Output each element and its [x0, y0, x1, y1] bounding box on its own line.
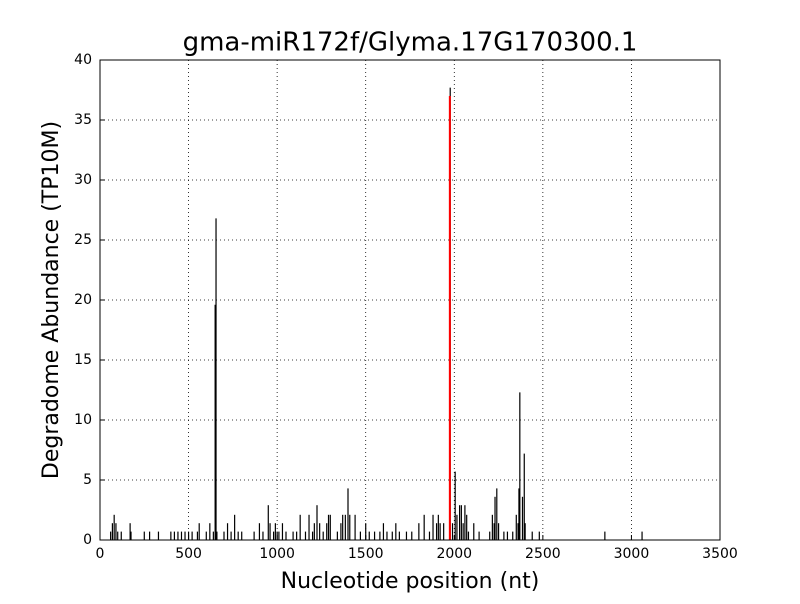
chart-title: gma-miR172f/Glyma.17G170300.1 — [183, 28, 638, 58]
y-tick-label: 0 — [83, 532, 92, 548]
x-tick-label: 1000 — [259, 546, 295, 562]
x-tick-label: 2000 — [436, 546, 472, 562]
x-tick-label: 3000 — [614, 546, 650, 562]
y-tick-label: 10 — [74, 412, 92, 428]
x-axis-label: Nucleotide position (nt) — [281, 569, 540, 594]
y-tick-label: 5 — [83, 472, 92, 488]
y-tick-label: 40 — [74, 52, 92, 68]
plot-frame — [99, 59, 721, 541]
x-tick-label: 1500 — [348, 546, 384, 562]
x-tick-label: 500 — [175, 546, 202, 562]
x-tick-label: 3500 — [702, 546, 738, 562]
y-tick-label: 20 — [74, 292, 92, 308]
y-tick-label: 30 — [74, 172, 92, 188]
y-tick-label: 35 — [74, 112, 92, 128]
y-tick-label: 25 — [74, 232, 92, 248]
y-tick-label: 15 — [74, 352, 92, 368]
x-tick-label: 0 — [96, 546, 105, 562]
y-axis-label: Degradome Abundance (TP10M) — [39, 121, 64, 479]
x-tick-label: 2500 — [525, 546, 561, 562]
